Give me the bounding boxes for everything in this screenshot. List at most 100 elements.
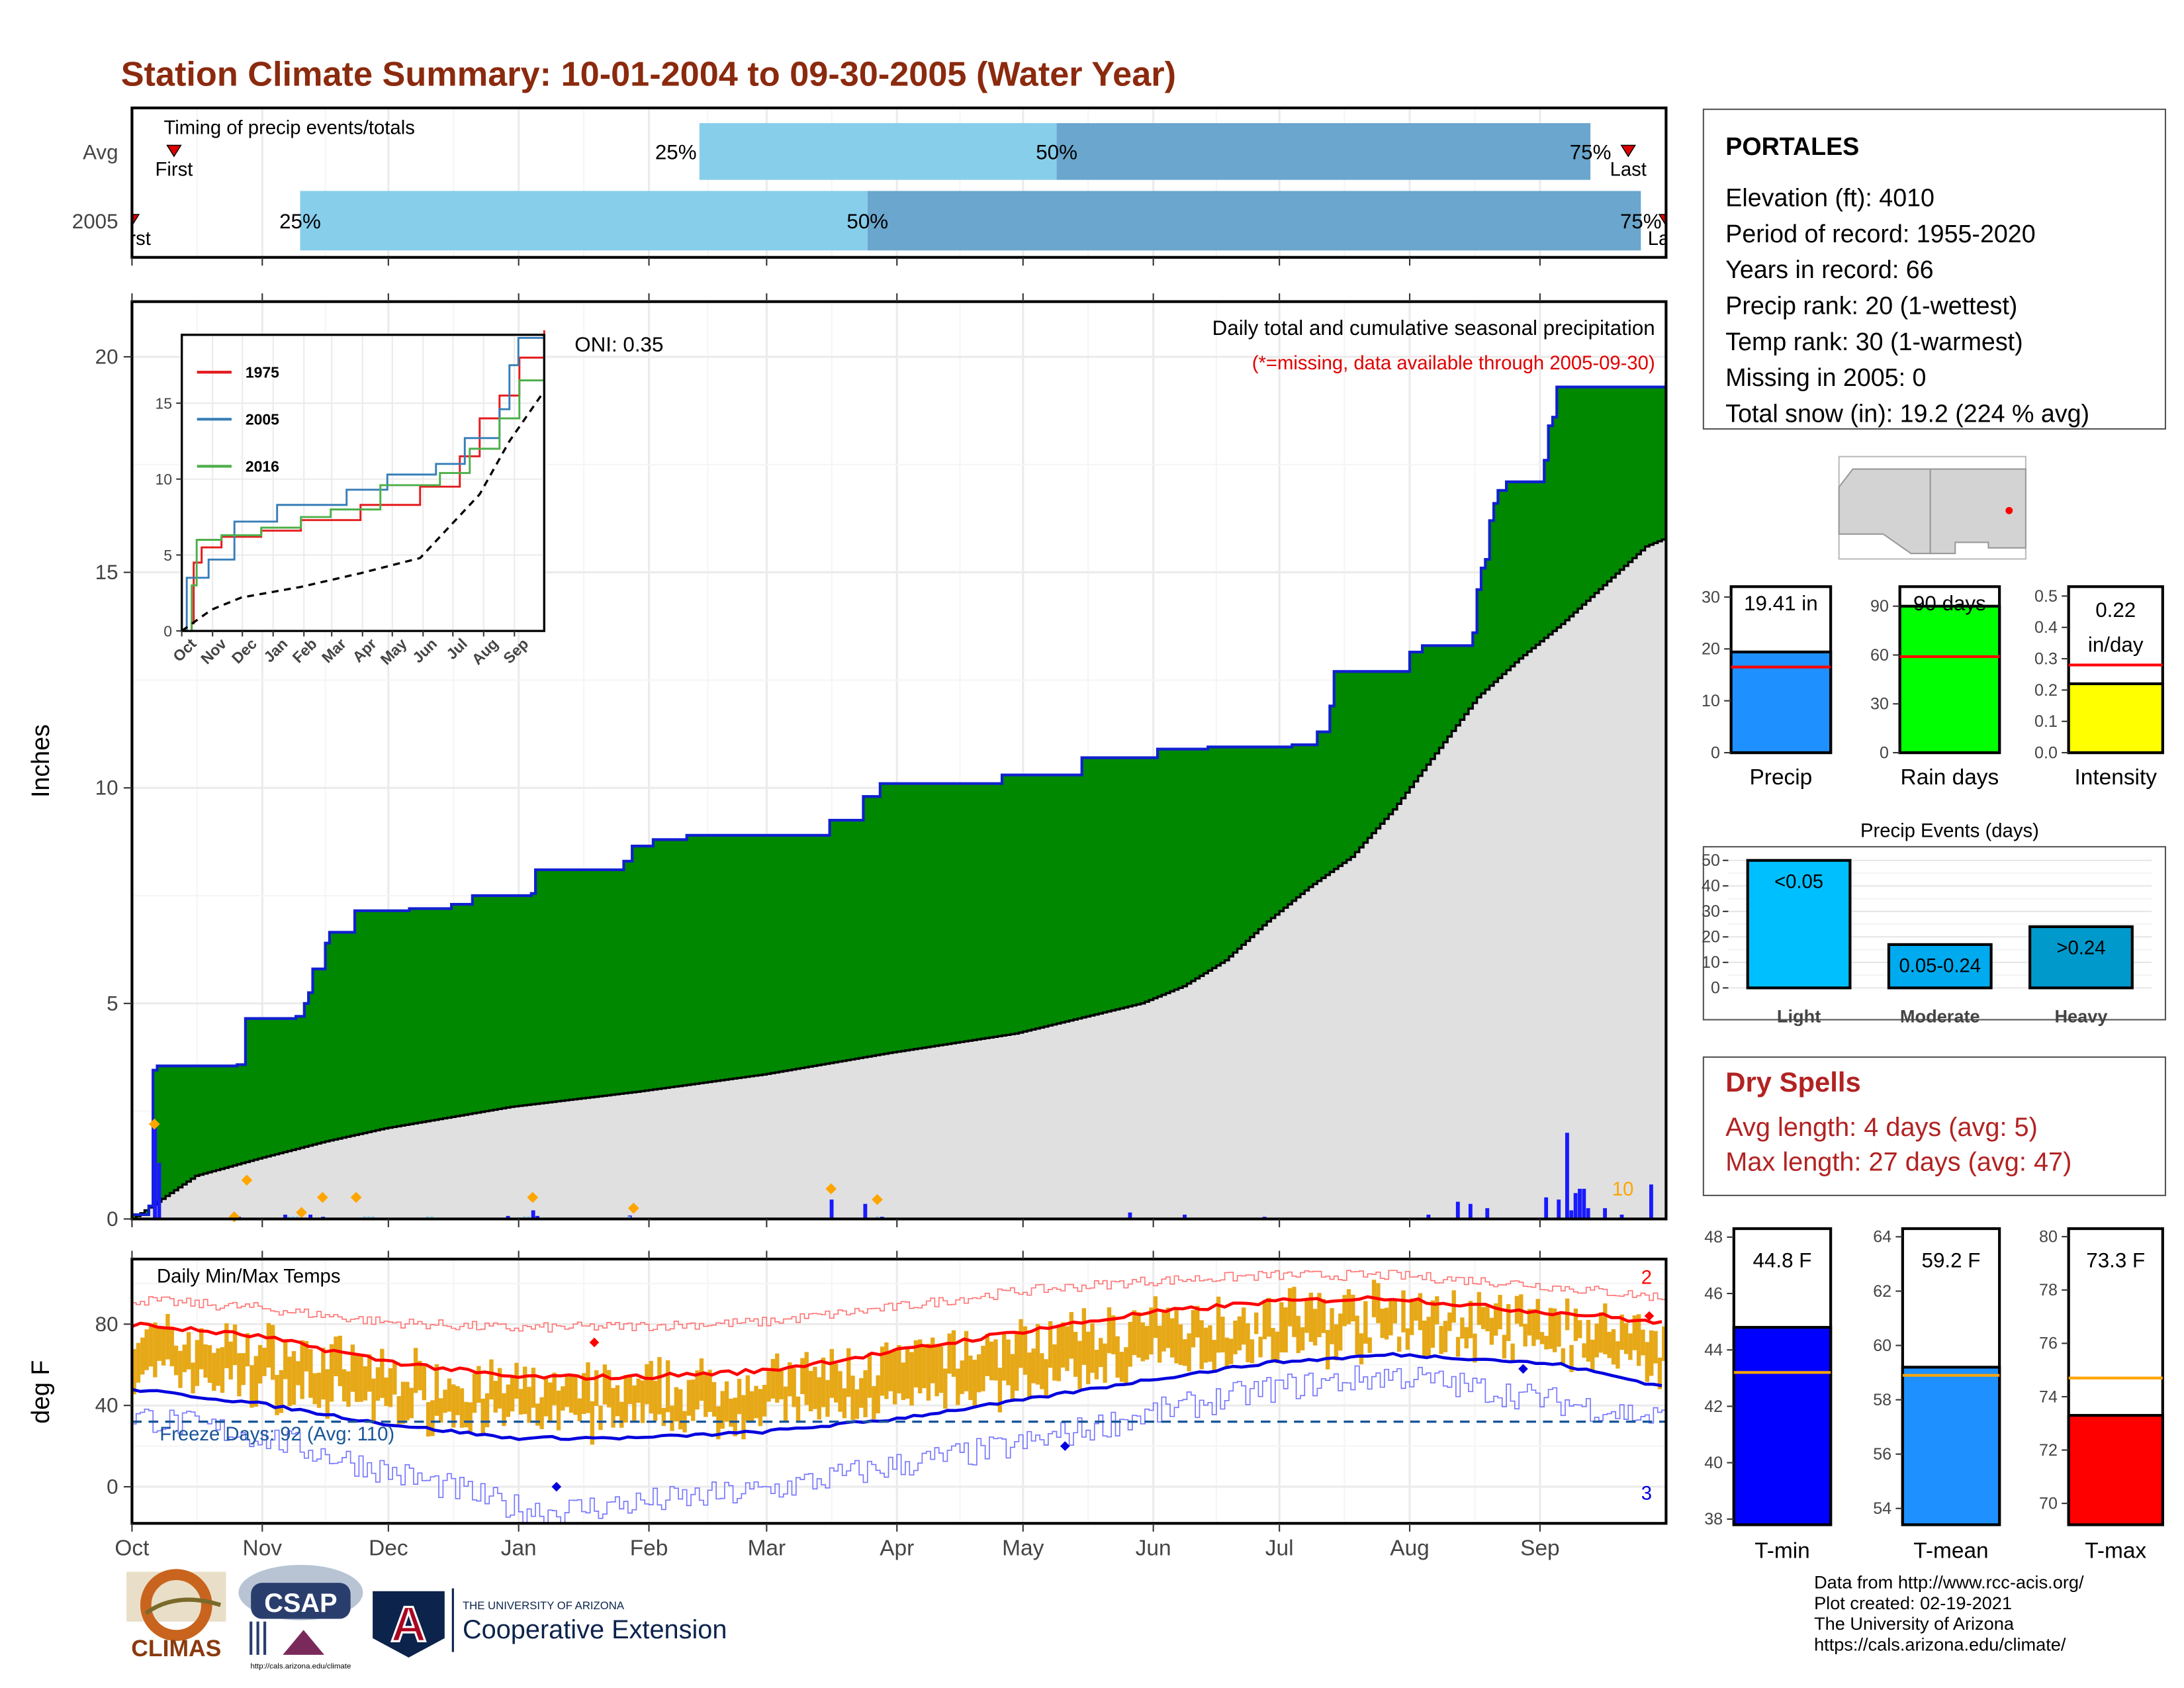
summary-bar-tick-label: 20 [1702, 640, 1720, 659]
daily-temp-range-bar [598, 1405, 603, 1430]
daily-temp-range-bar [711, 1382, 717, 1417]
month-label: Apr [880, 1536, 914, 1560]
daily-temp-range-bar [497, 1368, 502, 1409]
ua-logo-big-text: Cooperative Extension [463, 1615, 727, 1644]
daily-temp-range-bar [804, 1352, 809, 1405]
daily-temp-range-bar [657, 1357, 662, 1415]
daily-temp-range-bar [901, 1362, 905, 1401]
daily-temp-range-bar [207, 1345, 212, 1383]
daily-temp-range-bar [884, 1342, 889, 1399]
climas-logo: CLIMAS [126, 1569, 226, 1662]
temp-bar-chart-t-max: 70 72 74 76 78 80 73.3 F T-max [2039, 1227, 2164, 1564]
timing-label-50: 50% [846, 210, 888, 233]
daily-temp-range-bar [632, 1385, 637, 1422]
daily-temp-range-bar [1077, 1340, 1082, 1389]
daily-temp-range-bar [1628, 1333, 1633, 1360]
daily-temp-range-bar [766, 1371, 771, 1402]
daily-temp-range-bar [1422, 1321, 1427, 1358]
last-event-marker [1620, 144, 1637, 158]
daily-temp-range-bar [1548, 1307, 1553, 1349]
daily-precip-bar [506, 1215, 510, 1219]
daily-temp-range-bar [241, 1353, 246, 1385]
timing-label-25: 25% [279, 210, 321, 233]
first-event-marker [132, 214, 140, 227]
timing-title: Timing of precip events/totals [164, 118, 415, 139]
daily-temp-range-bar [1410, 1298, 1414, 1335]
daily-temp-range-bar [1480, 1307, 1486, 1329]
daily-temp-range-bar [1144, 1326, 1150, 1360]
summary-bar-tick-label: 0 [1880, 743, 1889, 762]
summary-bar-value [2067, 682, 2164, 755]
daily-temp-range-bar [1010, 1354, 1015, 1402]
dry-spells-box: Dry Spells Avg length: 4 days (avg: 5) M… [1702, 1056, 2167, 1196]
timing-label-75: 75% [1570, 140, 1612, 164]
daily-temp-range-bar [493, 1381, 498, 1413]
temp-bar-value-label: 73.3 F [2086, 1249, 2145, 1272]
daily-temp-range-bar [426, 1402, 431, 1437]
daily-precip-bar [863, 1203, 868, 1219]
daily-temp-range-bar [1384, 1307, 1389, 1340]
daily-temp-range-bar [1527, 1309, 1532, 1336]
daily-precip-bar [829, 1199, 834, 1219]
events-y-tick-label: 0 [1711, 979, 1720, 998]
temp-bar-tick-label: 54 [1873, 1499, 1891, 1518]
temp-bar-label: T-min [1754, 1539, 1810, 1564]
daily-temp-range-bar [1099, 1338, 1103, 1368]
precip-y-tick-label: 15 [95, 561, 118, 584]
summary-bar-tick-label: 10 [1702, 692, 1720, 710]
daily-precip-bar [283, 1214, 287, 1219]
timing-bar-q25-q50 [300, 191, 868, 251]
daily-temp-range-bar [741, 1395, 746, 1440]
daily-temp-range-bar [459, 1388, 465, 1428]
daily-temp-range-bar [636, 1378, 641, 1403]
daily-temp-range-bar [418, 1360, 422, 1391]
daily-temp-range-bar [1443, 1321, 1448, 1352]
precip-y-tick-label: 20 [95, 345, 118, 368]
daily-temp-range-bar [1662, 1326, 1666, 1361]
daily-temp-range-bar [758, 1389, 763, 1427]
daily-temp-range-bar [724, 1381, 729, 1422]
snow-marker [627, 1202, 639, 1214]
daily-temp-range-bar [1183, 1339, 1187, 1366]
daily-temp-range-bar [1124, 1347, 1128, 1383]
daily-temp-range-bar [1649, 1330, 1654, 1376]
daily-temp-range-bar [1590, 1339, 1595, 1372]
snow-marker [350, 1192, 362, 1203]
daily-temp-range-bar [1275, 1331, 1280, 1364]
timing-row-label-2005: 2005 [72, 210, 118, 233]
daily-temp-range-bar [1140, 1322, 1145, 1362]
temp-bar-tick-label: 42 [1704, 1397, 1723, 1416]
page-title: Station Climate Summary: 10-01-2004 to 0… [121, 56, 1176, 94]
daily-temp-range-bar [1552, 1308, 1557, 1352]
inset-series-2016 [181, 360, 545, 632]
temp-y-tick-label: 40 [95, 1394, 118, 1417]
record-max-temp-line [132, 1270, 1667, 1333]
daily-temp-range-bar [1392, 1299, 1397, 1324]
daily-temp-range-bar [422, 1366, 426, 1401]
daily-temp-range-bar [1191, 1309, 1196, 1348]
temp-bar-tick-label: 78 [2039, 1281, 2058, 1299]
daily-temp-range-bar [1326, 1330, 1330, 1370]
daily-temp-range-bar [645, 1364, 649, 1405]
temp-bar-tick-label: 44 [1704, 1341, 1723, 1360]
daily-temp-range-bar [1161, 1310, 1166, 1352]
month-label: Mar [748, 1536, 786, 1560]
daily-temp-range-bar [951, 1330, 956, 1377]
month-label: Aug [1390, 1536, 1430, 1560]
temp-marker-top: 2 [1641, 1268, 1652, 1289]
daily-temp-range-bar [1473, 1333, 1477, 1363]
daily-temp-range-bar [279, 1370, 284, 1413]
timing-bar-q50-q75 [867, 191, 1641, 251]
daily-temp-range-bar [153, 1322, 158, 1378]
daily-temp-range-bar [956, 1368, 960, 1405]
daily-precip-bar [1649, 1184, 1653, 1219]
daily-temp-range-bar [863, 1370, 868, 1418]
temp-bar-tick-label: 70 [2039, 1494, 2058, 1513]
month-label: Oct [114, 1536, 150, 1560]
daily-temp-range-bar [859, 1378, 864, 1408]
daily-temp-range-bar [1165, 1307, 1171, 1348]
daily-temp-range-bar [1212, 1340, 1216, 1373]
daily-temp-range-bar [392, 1361, 397, 1395]
daily-temp-range-bar [1426, 1317, 1431, 1356]
